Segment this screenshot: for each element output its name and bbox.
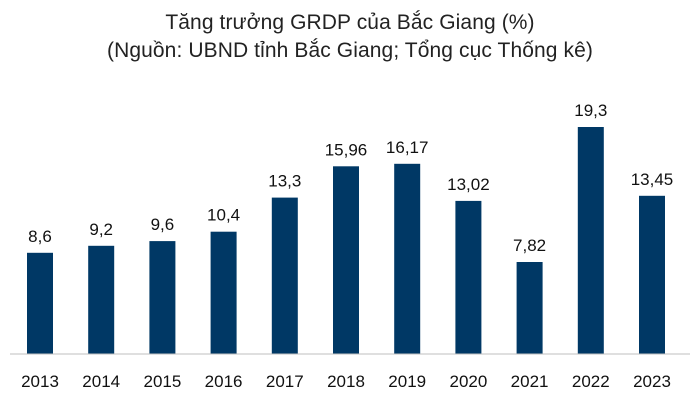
x-tick-label-2023: 2023 [633, 372, 671, 391]
data-label-2023: 13,45 [631, 170, 674, 189]
bar-2019 [394, 163, 421, 354]
data-label-2019: 16,17 [386, 138, 429, 157]
bar-2016 [210, 231, 237, 354]
data-label-2014: 9,2 [89, 220, 113, 239]
x-tick-label-2019: 2019 [388, 372, 426, 391]
bar-2022 [577, 127, 604, 354]
x-tick-label-2015: 2015 [143, 372, 181, 391]
data-label-2018: 15,96 [325, 140, 368, 159]
x-tick-label-2018: 2018 [327, 372, 365, 391]
x-tick-label-2017: 2017 [266, 372, 304, 391]
bar-2018 [333, 166, 359, 354]
x-tick-label-2022: 2022 [572, 372, 610, 391]
x-tick-label-2020: 2020 [449, 372, 487, 391]
data-label-2013: 8,6 [28, 227, 52, 246]
bar-2020 [455, 200, 482, 354]
bar-2014 [88, 245, 115, 354]
data-label-2015: 9,6 [151, 215, 175, 234]
data-label-2021: 7,82 [513, 236, 546, 255]
data-label-2016: 10,4 [207, 206, 240, 225]
x-tick-label-2021: 2021 [511, 372, 549, 391]
data-label-2020: 13,02 [447, 175, 490, 194]
bar-2013 [27, 252, 53, 354]
bar-2023 [639, 195, 665, 354]
x-tick-label-2013: 2013 [21, 372, 59, 391]
x-tick-label-2014: 2014 [82, 372, 120, 391]
bar-2015 [149, 241, 176, 354]
bar-2021 [516, 262, 543, 354]
chart-subtitle: (Nguồn: UBND tỉnh Bắc Giang; Tổng cục Th… [106, 39, 593, 62]
data-label-2017: 13,3 [268, 172, 301, 191]
x-tick-label-2016: 2016 [205, 372, 243, 391]
data-label-2022: 19,3 [574, 101, 607, 120]
chart-title: Tăng trưởng GRDP của Bắc Giang (%) [165, 11, 535, 34]
bar-2017 [271, 197, 298, 354]
